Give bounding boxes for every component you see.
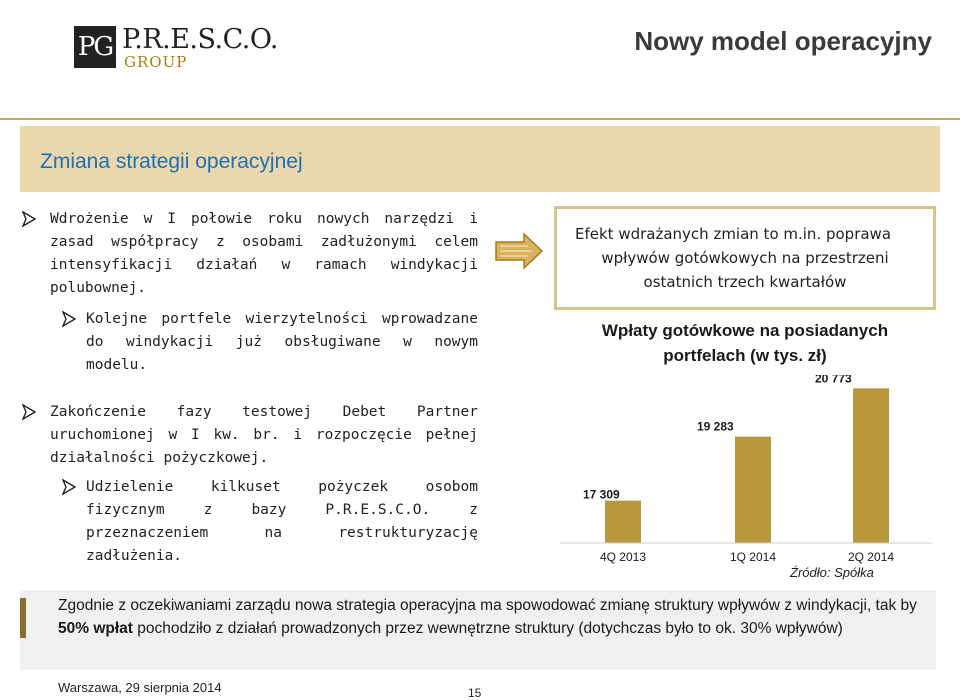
category-label: 2Q 2014 (848, 550, 894, 564)
summary-text-part: pochodziło z działań prowadzonych przez … (132, 620, 843, 637)
header: PG P.R.E.S.C.O. GROUP Nowy model operacy… (0, 0, 960, 118)
summary-text-bold: 50% wpłat (58, 620, 133, 637)
bullet-text: Wdrożenie w I połowie roku nowych narzęd… (50, 211, 478, 296)
chart-title-line: Wpłaty gotówkowe na posiadanych (601, 321, 889, 340)
bar-chart: 17 309 4Q 2013 19 283 1Q 2014 20 773 2Q 2014 (560, 375, 932, 564)
section-bar (20, 126, 940, 192)
bullet-item: Udzielenie kilkuset pożyczek osobom fizy… (22, 476, 478, 568)
right-arrow-icon (495, 232, 544, 270)
bullet-item: Wdrożenie w I połowie roku nowych narzęd… (22, 208, 478, 300)
note-line: Efekt wdrażanych zmian to m.in. poprawa (575, 225, 892, 243)
bullet-text: Udzielenie kilkuset pożyczek osobom fizy… (86, 479, 478, 564)
header-band (0, 0, 960, 92)
logo-sub: GROUP (124, 53, 188, 71)
header-divider (0, 118, 960, 120)
note-line: ostatnich trzech kwartałów (643, 273, 847, 291)
summary-box (20, 590, 936, 670)
chart-title: Wpłaty gotówkowe na posiadanych portfela… (560, 318, 930, 368)
summary-accent (20, 598, 26, 638)
bullet-arrow-icon (62, 311, 76, 327)
page-number: 15 (468, 686, 482, 700)
bullet-text: Zakończenie fazy testowej Debet Partner … (50, 404, 478, 466)
bullet-item: Zakończenie fazy testowej Debet Partner … (22, 401, 478, 470)
footer-date: Warszawa, 29 sierpnia 2014 (58, 680, 222, 695)
logo-name: P.R.E.S.C.O. (122, 24, 279, 55)
bullet-arrow-icon (62, 479, 76, 495)
page-title: Nowy model operacyjny (634, 26, 932, 56)
note-line: wpływów gotówkowych na przestrzeni (601, 249, 889, 267)
chart-source: Źródło: Spółka (790, 565, 874, 580)
note-box: Efekt wdrażanych zmian to m.in. poprawa … (554, 206, 936, 310)
bullet-text: Kolejne portfele wierzytelności wprowadz… (86, 311, 478, 373)
category-label: 1Q 2014 (730, 550, 776, 564)
bullet-item: Kolejne portfele wierzytelności wprowadz… (22, 308, 478, 377)
bar-4q-2013 (605, 500, 641, 543)
bullet-list: Wdrożenie w I połowie roku nowych narzęd… (22, 208, 478, 568)
summary-text: Zgodnie z oczekiwaniami zarządu nowa str… (58, 594, 928, 640)
data-label: 19 283 (697, 420, 734, 434)
bar-1q-2014 (735, 436, 771, 543)
section-title: Zmiana strategii operacyjnej (40, 150, 303, 173)
bullet-arrow-icon (22, 404, 36, 420)
data-label: 20 773 (815, 375, 852, 385)
data-label: 17 309 (583, 488, 620, 502)
logo-mark: PG (74, 26, 116, 68)
chart-title-line: portfelach (w tys. zł) (663, 346, 827, 365)
bar-2q-2014 (853, 388, 889, 543)
category-label: 4Q 2013 (600, 550, 646, 564)
summary-text-part: Zgodnie z oczekiwaniami zarządu nowa str… (58, 597, 917, 614)
bullet-arrow-icon (22, 211, 36, 227)
